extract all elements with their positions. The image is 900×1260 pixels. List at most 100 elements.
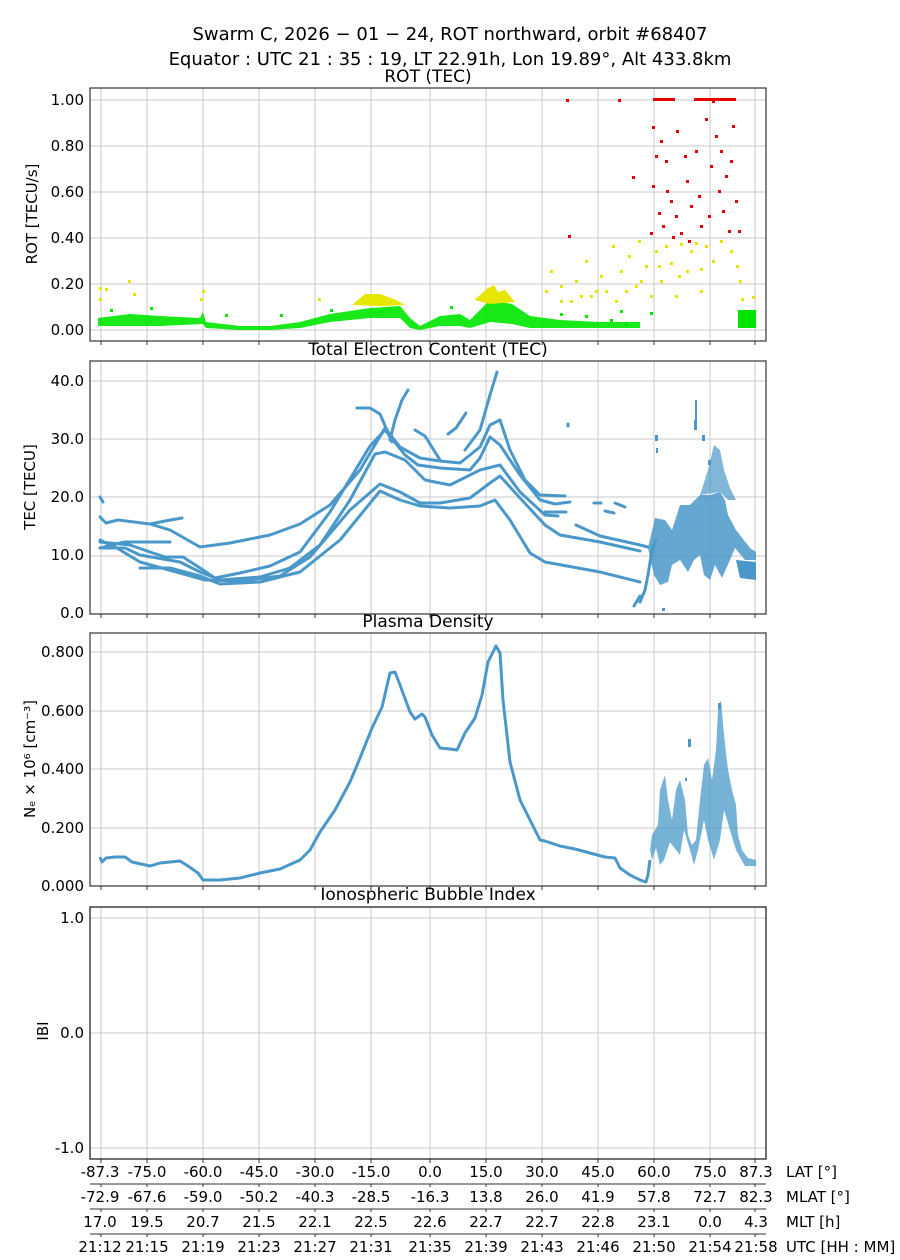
mlt-tick: 23.1	[637, 1213, 671, 1231]
lat-tick: -15.0	[351, 1163, 391, 1181]
mlt-tick: 22.8	[581, 1213, 615, 1231]
mlt-tick: 20.7	[186, 1213, 220, 1231]
rot-red-points	[566, 98, 741, 243]
rot-ytick: 0.40	[50, 229, 84, 247]
lat-tick: 45.0	[581, 1163, 615, 1181]
ne-ytick: 0.800	[41, 643, 84, 661]
utc-axis-label: UTC [HH : MM]	[786, 1238, 896, 1256]
mlat-tick: -16.3	[410, 1188, 450, 1206]
x-tick-marks	[100, 341, 756, 1163]
mlat-axis-row: -72.9 -67.6 -59.0 -50.2 -40.3 -28.5 -16.…	[0, 1188, 900, 1208]
utc-tick: 21:43	[520, 1238, 564, 1256]
mlt-tick: 21.5	[242, 1213, 276, 1231]
mlt-tick: 22.1	[298, 1213, 332, 1231]
rot-panel	[89, 87, 767, 342]
lat-tick: 15.0	[469, 1163, 503, 1181]
utc-tick: 21:19	[181, 1238, 225, 1256]
ibi-panel	[89, 906, 767, 1160]
ibi-ytick: 0.0	[60, 1024, 84, 1042]
lat-axis-label: LAT [°]	[786, 1163, 837, 1181]
mlt-tick: 22.6	[413, 1213, 447, 1231]
lat-tick: -30.0	[295, 1163, 335, 1181]
tec-ytick: 40.0	[50, 372, 84, 390]
utc-tick: 21:35	[408, 1238, 452, 1256]
x-axis-separators	[90, 1183, 766, 1237]
ne-panel	[89, 632, 767, 887]
rot-panel-title: ROT (TEC)	[384, 67, 472, 87]
mlat-tick: -72.9	[80, 1188, 120, 1206]
ne-curve	[98, 644, 652, 884]
mlt-axis-label: MLT [h]	[786, 1213, 841, 1231]
rot-gridlines	[90, 88, 766, 341]
utc-tick: 21:50	[632, 1238, 676, 1256]
ne-panel-title: Plasma Density	[362, 612, 494, 632]
lat-tick: -45.0	[239, 1163, 279, 1181]
mlt-tick: 4.3	[744, 1213, 768, 1231]
rot-ytick: 0.80	[50, 137, 84, 155]
rot-yellow-points	[99, 240, 755, 306]
lat-tick: -87.3	[80, 1163, 120, 1181]
utc-tick: 21:58	[734, 1238, 778, 1256]
utc-axis-row: 21:12 21:15 21:19 21:23 21:27 21:31 21:3…	[0, 1238, 900, 1258]
utc-tick: 21:27	[293, 1238, 337, 1256]
lat-tick: 87.3	[739, 1163, 773, 1181]
mlt-tick: 22.7	[469, 1213, 503, 1231]
mlt-tick: 17.0	[83, 1213, 117, 1231]
figure-title-line1: Swarm C, 2026 − 01 − 24, ROT northward, …	[192, 24, 708, 45]
mlat-tick: 82.3	[739, 1188, 773, 1206]
tec-panel-title: Total Electron Content (TEC)	[308, 340, 548, 360]
ibi-ytick: -1.0	[54, 1139, 84, 1157]
mlt-tick: 22.5	[354, 1213, 388, 1231]
mlt-tick: 22.7	[525, 1213, 559, 1231]
rot-ytick: 0.20	[50, 275, 84, 293]
mlat-tick: 13.8	[469, 1188, 503, 1206]
ibi-panel-title: Ionospheric Bubble Index	[320, 885, 536, 905]
ne-ytick: 0.000	[41, 877, 84, 895]
ne-ytick: 0.600	[41, 702, 84, 720]
mlt-tick: 19.5	[130, 1213, 164, 1231]
mlat-tick: -59.0	[183, 1188, 223, 1206]
tec-ytick: 20.0	[50, 488, 84, 506]
ne-ytick: 0.200	[41, 819, 84, 837]
tec-tracks	[98, 370, 658, 608]
tec-ytick: 10.0	[50, 546, 84, 564]
tec-ytick: 0.0	[60, 604, 84, 622]
mlt-axis-row: 17.0 19.5 20.7 21.5 22.1 22.5 22.6 22.7 …	[0, 1213, 900, 1233]
utc-tick: 21:15	[125, 1238, 169, 1256]
figure-title-line2: Equator : UTC 21 : 35 : 19, LT 22.91h, L…	[168, 49, 732, 70]
lat-tick: 0.0	[418, 1163, 442, 1181]
rot-ytick: 1.00	[50, 91, 84, 109]
ne-scatter-region	[650, 700, 756, 866]
lat-tick: -75.0	[127, 1163, 167, 1181]
ibi-gridlines	[90, 907, 766, 1159]
mlat-tick: -50.2	[239, 1188, 279, 1206]
ne-ytick: 0.400	[41, 760, 84, 778]
mlat-tick: 26.0	[525, 1188, 559, 1206]
mlat-tick: -67.6	[127, 1188, 167, 1206]
ibi-ytick: 1.0	[60, 909, 84, 927]
utc-tick: 21:23	[237, 1238, 281, 1256]
mlat-tick: -40.3	[295, 1188, 335, 1206]
lat-tick: 75.0	[693, 1163, 727, 1181]
lat-tick: 60.0	[637, 1163, 671, 1181]
tec-ytick: 30.0	[50, 430, 84, 448]
utc-tick: 21:46	[576, 1238, 620, 1256]
tec-scatter-region	[648, 400, 756, 611]
mlat-axis-label: MLAT [°]	[786, 1188, 850, 1206]
mlat-tick: -28.5	[351, 1188, 391, 1206]
rot-ytick: 0.60	[50, 183, 84, 201]
mlat-tick: 57.8	[637, 1188, 671, 1206]
rot-green-points	[98, 300, 756, 330]
mlat-tick: 41.9	[581, 1188, 615, 1206]
lat-tick: 30.0	[525, 1163, 559, 1181]
utc-tick: 21:39	[464, 1238, 508, 1256]
utc-tick: 21:54	[688, 1238, 732, 1256]
utc-tick: 21:12	[78, 1238, 122, 1256]
tec-panel	[89, 360, 767, 615]
lat-axis-row: -87.3 -75.0 -60.0 -45.0 -30.0 -15.0 0.0 …	[0, 1163, 900, 1183]
lat-tick: -60.0	[183, 1163, 223, 1181]
mlt-tick: 0.0	[698, 1213, 722, 1231]
mlat-tick: 72.7	[693, 1188, 727, 1206]
rot-ytick: 0.00	[50, 321, 84, 339]
